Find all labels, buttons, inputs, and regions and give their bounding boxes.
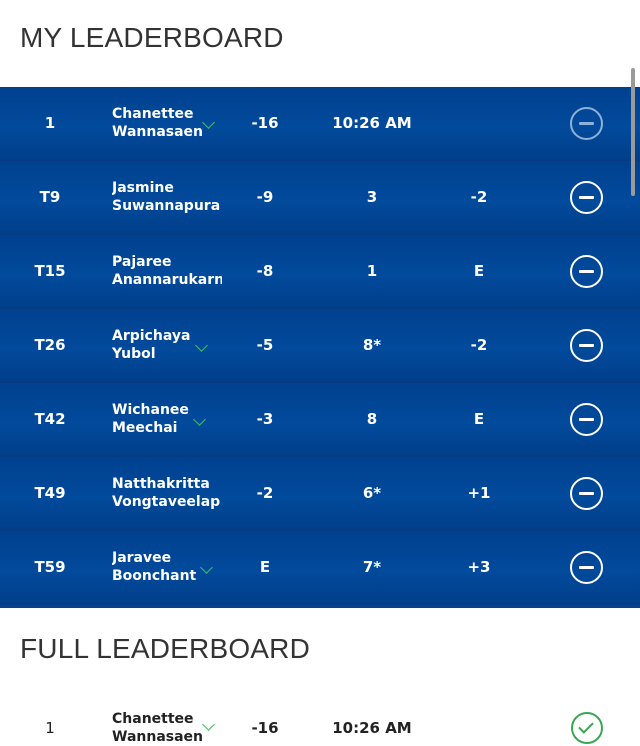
player-name[interactable]: Chanettee Wannasaen [112,710,222,746]
player-last-name: Vongtaveelap [112,494,221,510]
position: T42 [34,410,66,428]
remove-player-button[interactable] [570,403,603,436]
scrollbar[interactable] [631,68,635,196]
thru: 3 [366,188,378,206]
remove-player-button[interactable] [570,255,603,288]
thru: 6* [362,484,382,502]
row-divider [0,382,640,383]
position: 1 [44,114,56,132]
player-first-name: Wichanee [112,402,189,418]
thru: 8 [366,410,378,428]
total-score: -9 [256,188,274,206]
total-score: -2 [256,484,274,502]
leaderboard-row[interactable]: 1 Chanettee Wannasaen -16 10:26 AM [0,700,640,746]
leaderboard-row[interactable]: T49 Natthakritta Vongtaveelap -2 6* +1 [0,457,640,531]
position: 1 [45,719,55,737]
minus-circle-icon [579,196,594,199]
leaderboard-row[interactable]: T59 Jaravee Boonchant E 7* +3 [0,531,640,605]
total-score: -16 [251,114,279,132]
added-to-my-leaderboard-button[interactable] [571,712,603,744]
full-leaderboard-title: FULL LEADERBOARD [20,633,311,664]
today-score: E [473,262,485,280]
my-leaderboard-title: MY LEADERBOARD [20,22,284,53]
today-score: -2 [470,188,488,206]
remove-player-button[interactable] [570,107,603,140]
player-last-name: Anannarukarn [112,272,222,288]
remove-player-button[interactable] [570,477,603,510]
minus-circle-icon [579,418,594,421]
player-name[interactable]: Wichanee Meechai [112,401,222,437]
total-score: -16 [251,719,279,737]
thru: 10:26 AM [332,719,412,737]
row-divider [0,456,640,457]
position: T26 [34,336,66,354]
player-name[interactable]: Jasmine Suwannapura [112,179,222,215]
player-first-name: Natthakritta [112,476,210,492]
player-first-name: Jasmine [112,180,174,196]
row-divider [0,530,640,531]
leaderboard-row[interactable]: T26 Arpichaya Yubol -5 8* -2 [0,309,640,383]
leaderboard-row[interactable]: 1 Chanettee Wannasaen -16 10:26 AM [0,87,640,161]
position: T49 [34,484,66,502]
remove-player-button[interactable] [570,551,603,584]
player-first-name: Chanettee [112,711,194,727]
today-score: +3 [467,558,491,576]
thru: 1 [366,262,378,280]
check-circle-icon [578,718,594,734]
leaderboard-row[interactable]: T9 Jasmine Suwannapura -9 3 -2 [0,161,640,235]
total-score: E [259,558,271,576]
thru: 7* [362,558,382,576]
thru: 8* [362,336,382,354]
leaderboard-row[interactable]: T15 Pajaree Anannarukarn -8 1 E [0,235,640,309]
total-score: -8 [256,262,274,280]
remove-player-button[interactable] [570,181,603,214]
my-leaderboard-list: 1 Chanettee Wannasaen -16 10:26 AM T9 Ja… [0,87,640,608]
player-name[interactable]: Natthakritta Vongtaveelap [112,475,222,511]
total-score: -5 [256,336,274,354]
minus-circle-icon [579,122,594,125]
remove-player-button[interactable] [570,329,603,362]
player-last-name: Meechai [112,420,178,436]
player-first-name: Jaravee [112,550,172,566]
player-last-name: Wannasaen [112,729,204,745]
minus-circle-icon [579,270,594,273]
player-first-name: Pajaree [112,254,172,270]
position: T59 [34,558,66,576]
today-score: +1 [467,484,491,502]
row-divider [0,308,640,309]
total-score: -3 [256,410,274,428]
player-name[interactable]: Jaravee Boonchant [112,549,222,585]
today-score: -2 [470,336,488,354]
player-name[interactable]: Pajaree Anannarukarn [112,253,222,289]
player-last-name: Boonchant [112,568,197,584]
row-divider [0,234,640,235]
minus-circle-icon [579,492,594,495]
today-score: E [473,410,485,428]
minus-circle-icon [579,566,594,569]
position: T9 [39,188,61,206]
leaderboard-row[interactable]: T42 Wichanee Meechai -3 8 E [0,383,640,457]
row-divider [0,160,640,161]
player-first-name: Chanettee [112,106,194,122]
thru: 10:26 AM [332,114,412,132]
player-last-name: Suwannapura [112,198,221,214]
player-last-name: Wannasaen [112,124,204,140]
position: T15 [34,262,66,280]
minus-circle-icon [579,344,594,347]
player-name[interactable]: Chanettee Wannasaen [112,105,222,141]
player-last-name: Yubol [112,346,156,362]
player-first-name: Arpichaya [112,328,191,344]
player-name[interactable]: Arpichaya Yubol [112,327,222,363]
